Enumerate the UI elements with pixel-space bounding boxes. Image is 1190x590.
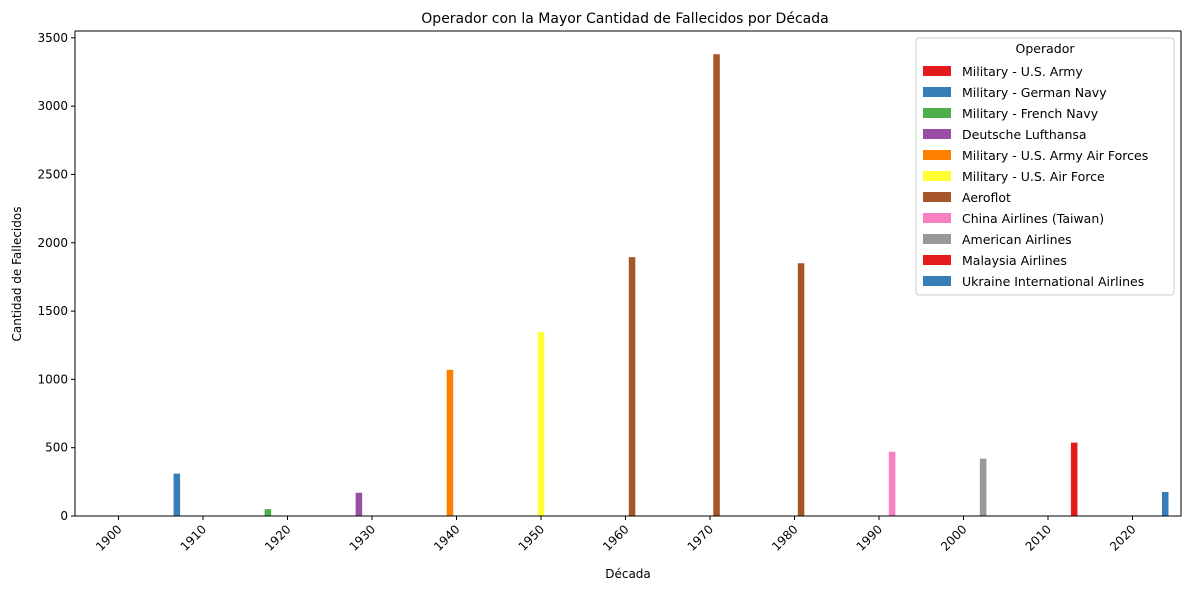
chart-title: Operador con la Mayor Cantidad de Fallec… — [421, 11, 828, 27]
legend-label: Military - U.S. Army — [962, 64, 1083, 79]
bar-1910 — [173, 473, 181, 516]
x-tick-label: 1950 — [516, 522, 547, 553]
x-tick-label: 1930 — [347, 522, 378, 553]
y-tick-label: 3000 — [37, 99, 68, 113]
bar-1970 — [713, 54, 720, 517]
legend-label: Ukraine International Airlines — [962, 274, 1144, 289]
legend-items: Military - U.S. Army Military - German Na… — [923, 64, 1148, 289]
legend-title: Operador — [1016, 41, 1076, 56]
bar-1980 — [797, 263, 805, 516]
bar-1920 — [264, 509, 272, 516]
y-axis-title: Cantidad de Fallecidos — [10, 207, 24, 342]
x-tick-label: 1910 — [178, 522, 209, 553]
legend-label: Aeroflot — [962, 190, 1011, 205]
legend-label: Malaysia Airlines — [962, 253, 1067, 268]
x-tick-label: 2000 — [938, 522, 969, 553]
legend-swatch — [923, 108, 951, 118]
legend-swatch — [923, 255, 951, 265]
x-tick-label: 1980 — [769, 522, 800, 553]
y-tick-label: 3500 — [37, 31, 68, 45]
x-tick-label: 1990 — [854, 522, 885, 553]
legend-box — [915, 37, 1175, 296]
legend-label: American Airlines — [962, 232, 1072, 247]
legend-swatch — [923, 234, 951, 244]
bar-1950 — [537, 332, 545, 516]
bar-2020 — [1161, 491, 1169, 516]
legend-label: Military - U.S. Air Force — [962, 169, 1105, 184]
bar-2010 — [1070, 442, 1078, 516]
legend-swatch — [923, 87, 951, 97]
legend-label: China Airlines (Taiwan) — [962, 211, 1104, 226]
legend-label: Military - German Navy — [962, 85, 1107, 100]
legend-label: Deutsche Lufthansa — [962, 127, 1087, 142]
legend-swatch — [923, 150, 951, 160]
bar-1960 — [628, 257, 636, 516]
x-tick-label: 1920 — [262, 522, 293, 553]
x-tick-label: 1900 — [93, 522, 124, 553]
legend-label: Military - U.S. Army Air Forces — [962, 148, 1148, 163]
y-axis: 0 500 1000 1500 2000 2500 3000 3500 — [37, 31, 75, 523]
bar-1990 — [888, 451, 896, 516]
legend-swatch — [923, 171, 951, 181]
legend-swatch — [923, 66, 951, 76]
y-tick-label: 1000 — [37, 372, 68, 386]
legend-swatch — [923, 129, 951, 139]
y-tick-label: 1500 — [37, 304, 68, 318]
x-tick-label: 2020 — [1107, 522, 1138, 553]
legend-swatch — [923, 276, 951, 286]
bar-2000 — [979, 458, 987, 516]
legend-swatch — [923, 192, 951, 202]
bar-1930 — [355, 492, 363, 516]
x-tick-label: 1970 — [685, 522, 716, 553]
x-tick-label: 1940 — [431, 522, 462, 553]
y-tick-label: 500 — [45, 441, 68, 455]
y-tick-label: 2000 — [37, 236, 68, 250]
y-tick-label: 2500 — [37, 167, 68, 181]
y-tick-label: 0 — [60, 509, 68, 523]
bar-1940 — [446, 369, 454, 516]
x-axis-title: Década — [605, 567, 651, 581]
x-tick-label: 2010 — [1023, 522, 1054, 553]
x-tick-label: 1960 — [600, 522, 631, 553]
legend-swatch — [923, 213, 951, 223]
legend-label: Military - French Navy — [962, 106, 1099, 121]
bars-group — [173, 54, 1169, 517]
plot-frame — [74, 30, 1182, 517]
x-axis: 1900 1910 1920 1930 1940 1950 1960 1970 1980 1990… — [93, 516, 1139, 554]
